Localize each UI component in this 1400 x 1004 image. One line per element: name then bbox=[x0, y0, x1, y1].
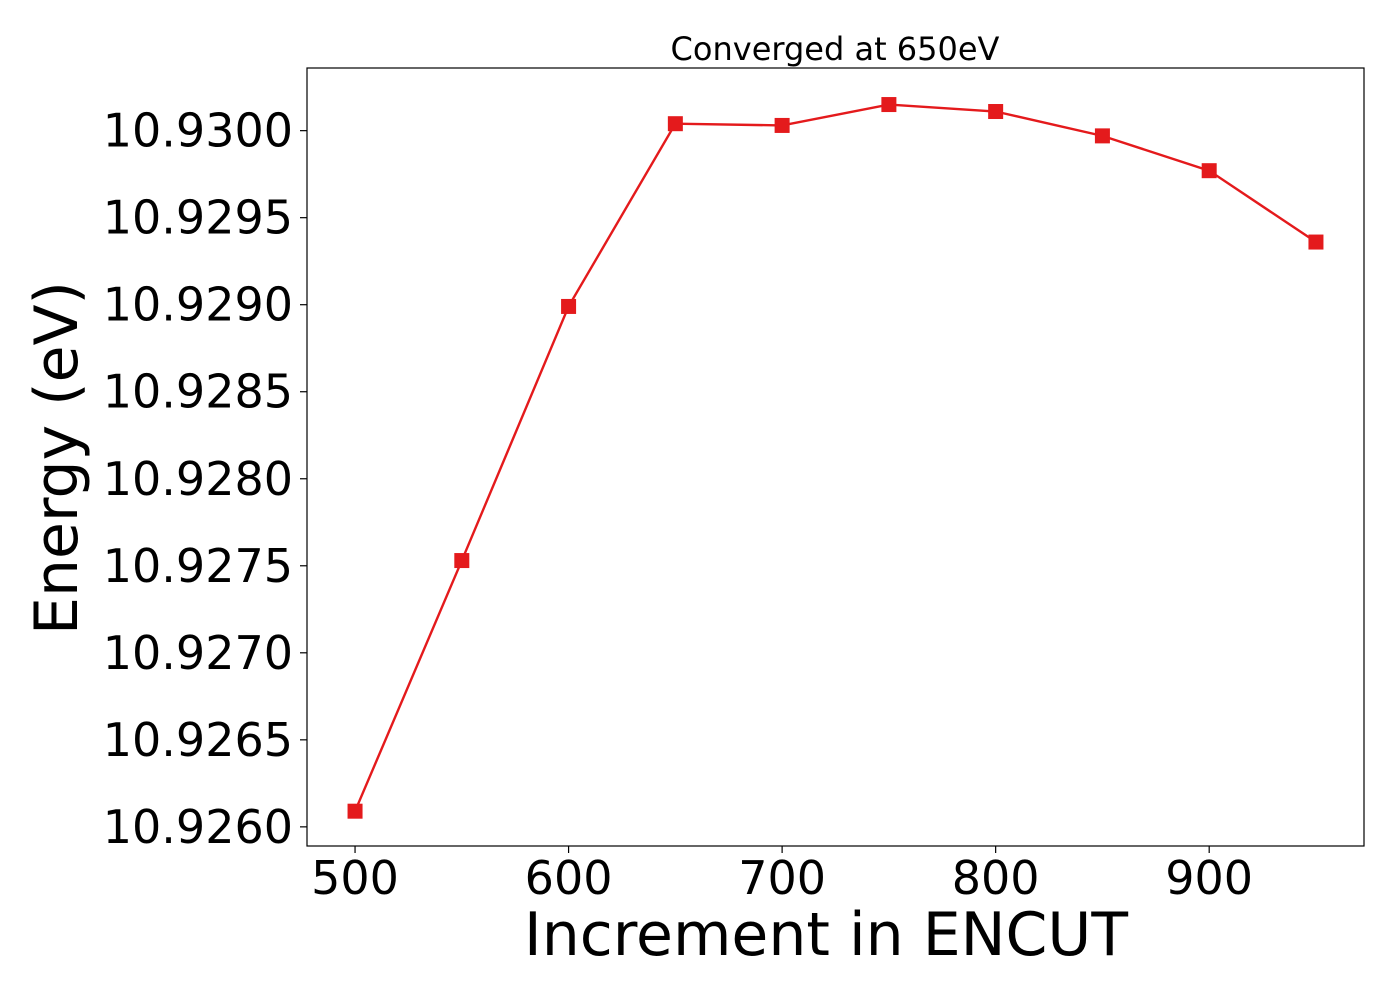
y-tick-label: 10.9295 bbox=[103, 191, 293, 245]
series-line bbox=[353, 103, 1317, 812]
data-point-marker bbox=[454, 553, 470, 569]
data-point-marker bbox=[347, 803, 363, 819]
x-axis-label: Increment in ENCUT bbox=[524, 900, 1128, 970]
y-tick-label: 10.9290 bbox=[103, 278, 293, 332]
data-point-marker bbox=[881, 97, 897, 113]
data-point-marker bbox=[561, 298, 577, 314]
y-tick-label: 10.9265 bbox=[103, 713, 293, 767]
x-tick-label: 900 bbox=[1165, 851, 1253, 905]
data-point-marker bbox=[774, 117, 790, 133]
y-tick-label: 10.9280 bbox=[103, 452, 293, 506]
x-axis-ticks: 500 600 700 800 900 bbox=[311, 846, 1253, 905]
y-tick-label: 10.9270 bbox=[103, 626, 293, 680]
y-axis-ticks: 10.9260 10.9265 10.9270 10.9275 10.9280 10.92… bbox=[103, 104, 307, 854]
plot-area-frame bbox=[306, 67, 1365, 847]
x-tick-label: 700 bbox=[738, 851, 826, 905]
data-point-marker bbox=[1094, 128, 1110, 144]
y-axis-label: Energy (eV) bbox=[22, 281, 92, 635]
data-point-marker bbox=[667, 116, 683, 132]
y-tick-label: 10.9300 bbox=[103, 104, 293, 158]
series-layer bbox=[347, 97, 1324, 819]
data-point-marker bbox=[1308, 234, 1324, 250]
x-tick-label: 800 bbox=[952, 851, 1040, 905]
y-tick-label: 10.9285 bbox=[103, 365, 293, 419]
y-tick-label: 10.9275 bbox=[103, 539, 293, 593]
x-tick-label: 500 bbox=[311, 851, 399, 905]
data-point-marker bbox=[1201, 163, 1217, 179]
data-point-marker bbox=[988, 104, 1004, 120]
chart-title: Converged at 650eV bbox=[671, 30, 1000, 68]
y-tick-label: 10.9260 bbox=[103, 800, 293, 854]
x-tick-label: 600 bbox=[525, 851, 613, 905]
